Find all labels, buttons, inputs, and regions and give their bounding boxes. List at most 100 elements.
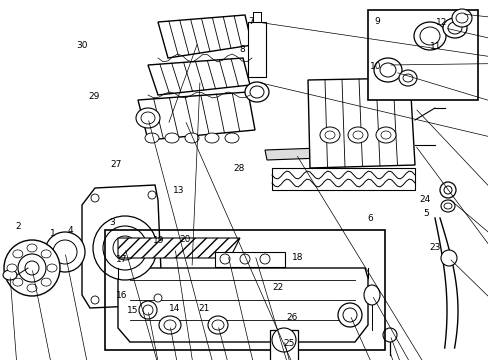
- Ellipse shape: [440, 200, 454, 212]
- Ellipse shape: [373, 58, 401, 82]
- Ellipse shape: [271, 328, 295, 352]
- Ellipse shape: [18, 254, 46, 282]
- Ellipse shape: [380, 131, 390, 139]
- Ellipse shape: [447, 22, 461, 34]
- Text: 9: 9: [374, 17, 380, 26]
- Bar: [271, 168, 414, 190]
- Text: 27: 27: [110, 161, 122, 169]
- Ellipse shape: [7, 264, 17, 272]
- Ellipse shape: [41, 250, 51, 258]
- Ellipse shape: [443, 203, 451, 209]
- Text: 12: 12: [435, 18, 447, 27]
- Ellipse shape: [342, 308, 356, 322]
- Ellipse shape: [53, 240, 77, 264]
- Ellipse shape: [352, 131, 362, 139]
- Ellipse shape: [164, 133, 179, 143]
- Text: 20: 20: [179, 235, 190, 244]
- Ellipse shape: [347, 127, 367, 143]
- Ellipse shape: [413, 22, 445, 50]
- Ellipse shape: [159, 316, 181, 334]
- Polygon shape: [82, 185, 162, 308]
- Ellipse shape: [224, 133, 239, 143]
- Text: 3: 3: [109, 218, 115, 227]
- Ellipse shape: [443, 186, 451, 194]
- Text: 13: 13: [172, 186, 184, 194]
- Ellipse shape: [204, 133, 219, 143]
- Polygon shape: [138, 92, 254, 140]
- Bar: [215, 252, 285, 267]
- Polygon shape: [148, 58, 249, 95]
- Text: 5: 5: [423, 208, 428, 217]
- Polygon shape: [158, 15, 251, 58]
- Ellipse shape: [440, 250, 456, 266]
- Text: 1: 1: [50, 229, 56, 238]
- Ellipse shape: [319, 127, 339, 143]
- Polygon shape: [118, 238, 240, 258]
- Polygon shape: [307, 78, 414, 168]
- Text: 24: 24: [419, 195, 430, 204]
- Ellipse shape: [375, 127, 395, 143]
- Ellipse shape: [244, 82, 268, 102]
- Ellipse shape: [103, 226, 147, 270]
- Text: 16: 16: [115, 291, 127, 300]
- Text: 17: 17: [115, 255, 127, 264]
- Ellipse shape: [398, 70, 416, 86]
- Bar: [105, 230, 384, 350]
- Ellipse shape: [337, 303, 361, 327]
- Text: 18: 18: [291, 253, 303, 262]
- Ellipse shape: [382, 328, 396, 342]
- Text: 6: 6: [367, 214, 373, 223]
- Polygon shape: [264, 148, 321, 160]
- Ellipse shape: [249, 86, 264, 98]
- Bar: [247, 22, 265, 77]
- Text: 14: 14: [169, 304, 181, 313]
- Text: 11: 11: [429, 42, 441, 51]
- Ellipse shape: [154, 294, 162, 302]
- Ellipse shape: [47, 264, 57, 272]
- Ellipse shape: [145, 133, 159, 143]
- Ellipse shape: [27, 244, 37, 252]
- Text: 2: 2: [15, 222, 21, 231]
- Ellipse shape: [113, 236, 137, 260]
- Ellipse shape: [240, 254, 249, 264]
- Text: 23: 23: [428, 243, 440, 252]
- Ellipse shape: [13, 250, 23, 258]
- Ellipse shape: [142, 305, 153, 315]
- Bar: [367, 10, 477, 100]
- Text: 21: 21: [198, 304, 210, 313]
- Ellipse shape: [139, 301, 157, 319]
- Ellipse shape: [141, 112, 155, 124]
- Ellipse shape: [439, 182, 455, 198]
- Ellipse shape: [13, 278, 23, 286]
- Ellipse shape: [207, 316, 227, 334]
- Text: 4: 4: [67, 226, 73, 235]
- Ellipse shape: [148, 191, 156, 199]
- Ellipse shape: [451, 9, 471, 27]
- Text: 29: 29: [88, 92, 100, 101]
- Ellipse shape: [4, 240, 60, 296]
- Ellipse shape: [27, 284, 37, 292]
- Ellipse shape: [25, 261, 39, 275]
- Text: 26: 26: [286, 313, 298, 322]
- Text: 7: 7: [247, 17, 253, 26]
- Ellipse shape: [379, 63, 395, 77]
- Ellipse shape: [93, 216, 157, 280]
- Text: 30: 30: [76, 40, 88, 49]
- Ellipse shape: [363, 285, 379, 305]
- Text: 10: 10: [369, 62, 381, 71]
- Ellipse shape: [41, 278, 51, 286]
- Text: 22: 22: [271, 284, 283, 292]
- Ellipse shape: [402, 74, 412, 82]
- Ellipse shape: [163, 320, 176, 330]
- Text: 28: 28: [232, 164, 244, 173]
- Ellipse shape: [3, 270, 17, 280]
- Ellipse shape: [455, 13, 467, 23]
- Text: 15: 15: [127, 306, 139, 315]
- Ellipse shape: [136, 108, 160, 128]
- Text: 8: 8: [239, 45, 244, 54]
- Ellipse shape: [212, 320, 224, 330]
- Ellipse shape: [325, 131, 334, 139]
- Ellipse shape: [442, 18, 466, 38]
- Bar: [269, 330, 297, 360]
- Text: 19: 19: [153, 236, 164, 245]
